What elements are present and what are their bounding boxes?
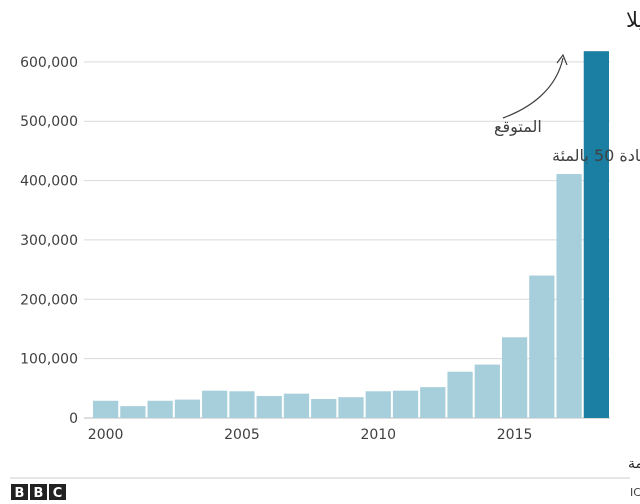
bar <box>420 387 446 418</box>
x-axis-ticks: 2000 2005 2010 2015 <box>88 427 533 443</box>
y-tick-label: 400,000 <box>20 174 78 190</box>
bar <box>174 399 201 418</box>
bbc-logo: B B C <box>11 484 66 501</box>
bar <box>256 396 282 418</box>
source-text: المصدر: المنظمة الأمريكية للصحة العامة I… <box>630 485 640 499</box>
bar <box>365 391 391 418</box>
y-tick-label: 0 <box>69 411 78 427</box>
bar <box>447 371 473 418</box>
bbc-letter-c: C <box>53 486 63 501</box>
bar <box>556 174 582 418</box>
x-tick-label: 2005 <box>224 427 260 443</box>
bar <box>474 364 500 418</box>
y-tick-label: 300,000 <box>20 233 78 249</box>
bar <box>338 397 364 418</box>
annotation-arrow <box>502 57 564 119</box>
y-tick-label: 600,000 <box>20 55 78 71</box>
bar <box>529 275 555 418</box>
bar <box>202 390 228 418</box>
bar <box>392 390 419 418</box>
bars <box>93 51 609 418</box>
annotation-increase: زيادة 50 بالمئة <box>552 146 640 166</box>
x-tick-label: 2010 <box>360 427 396 443</box>
y-tick-label: 200,000 <box>20 292 78 308</box>
y-axis-ticks: 0 100,000 200,000 300,000 400,000 500,000 600,… <box>20 55 78 427</box>
grid <box>84 61 610 419</box>
bar <box>501 337 528 418</box>
bar <box>147 400 173 418</box>
bar <box>311 399 337 418</box>
bbc-letter-b1: B <box>15 486 25 501</box>
footnote: ملاحظة: العدد المقدر لعام 2018 حسب الجمع… <box>628 456 640 472</box>
annotation-projected: المتوقع <box>494 117 542 137</box>
annotation-arrowhead <box>556 53 568 66</box>
bar <box>93 400 119 418</box>
bar <box>283 393 310 418</box>
bbc-letter-b2: B <box>34 486 44 501</box>
bar <box>229 391 255 418</box>
x-tick-label: 2015 <box>497 427 533 443</box>
chart-title: زيادة حالات الاصابة بالملاريا في فنزويلا <box>626 8 640 32</box>
x-tick-label: 2000 <box>88 427 124 443</box>
y-tick-label: 100,000 <box>20 352 78 368</box>
bar-projected <box>583 51 609 418</box>
y-tick-label: 500,000 <box>20 114 78 130</box>
bar <box>120 406 146 418</box>
